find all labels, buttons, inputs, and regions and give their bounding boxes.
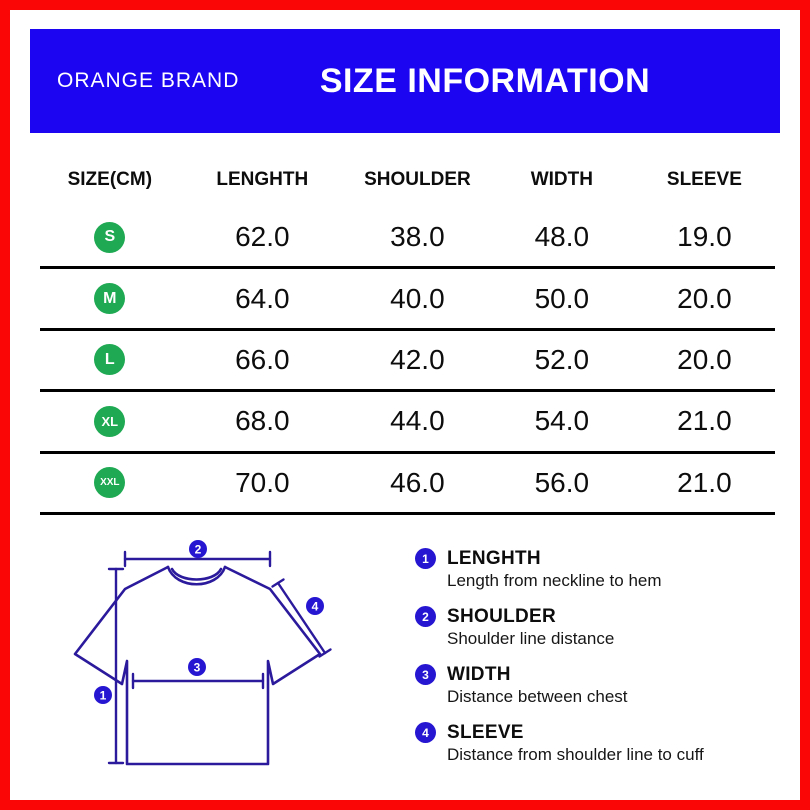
table-row: M 64.0 40.0 50.0 20.0 (40, 269, 775, 331)
cell-shoulder: 42.0 (390, 343, 445, 375)
legend-badge-3: 3 (415, 664, 436, 685)
size-badge-l: L (94, 344, 126, 376)
cell-length: 66.0 (235, 343, 290, 375)
table-row: S 62.0 38.0 48.0 19.0 (40, 208, 775, 270)
cell-shoulder: 46.0 (390, 466, 445, 498)
legend-badge-1: 1 (415, 548, 436, 569)
marker-number-3: 3 (194, 661, 201, 675)
size-badge-m: M (94, 283, 126, 315)
brand-name: ORANGE BRAND (57, 69, 240, 92)
table-header-row: SIZE(CM) LENGHTH SHOULDER WIDTH SLEEVE (40, 152, 775, 208)
column-header-length: LENGHTH (216, 169, 309, 190)
cell-width: 50.0 (534, 282, 590, 314)
cell-shoulder: 40.0 (390, 282, 445, 314)
tshirt-diagram-svg: 1 2 3 4 (73, 540, 332, 766)
legend-item-shoulder: 2 SHOULDER Shoulder line distance (415, 605, 785, 650)
column-header-shoulder: SHOULDER (364, 169, 471, 190)
legend-title-width: WIDTH (447, 664, 511, 685)
legend-badge-2: 2 (415, 606, 436, 627)
legend-desc-length: Length from neckline to hem (447, 571, 662, 590)
table-row: XXL 70.0 46.0 56.0 21.0 (40, 454, 775, 515)
cell-width: 48.0 (534, 221, 590, 253)
cell-length: 62.0 (235, 221, 290, 253)
cell-width: 56.0 (534, 466, 590, 498)
cell-shoulder: 44.0 (390, 405, 445, 437)
size-badge-s: S (94, 221, 126, 253)
cell-width: 52.0 (534, 343, 590, 375)
marker-badge-2 (189, 540, 207, 558)
cell-sleeve: 19.0 (677, 221, 732, 253)
tshirt-collar-inner (170, 567, 223, 581)
cell-length: 68.0 (235, 405, 290, 437)
cell-sleeve: 21.0 (677, 466, 732, 498)
legend-title-shoulder: SHOULDER (447, 606, 557, 627)
column-header-sleeve: SLEEVE (666, 169, 742, 190)
legend-item-width: 3 WIDTH Distance between chest (415, 663, 785, 708)
measure-tick (271, 578, 285, 588)
legend-desc-sleeve: Distance from shoulder line to cuff (447, 745, 704, 764)
tshirt-collar-outer (166, 565, 227, 586)
marker-badge-3 (188, 658, 206, 676)
legend-desc-width: Distance between chest (447, 687, 628, 706)
marker-number-2: 2 (195, 543, 202, 557)
cell-width: 54.0 (534, 405, 590, 437)
cell-length: 70.0 (235, 466, 290, 498)
table-row: L 66.0 42.0 52.0 20.0 (40, 331, 775, 393)
size-table: SIZE(CM) LENGHTH SHOULDER WIDTH SLEEVE S… (40, 152, 775, 515)
measure-tick (318, 648, 332, 658)
legend-title-length: LENGHTH (447, 548, 541, 569)
size-badge-xl: XL (94, 405, 126, 437)
cell-sleeve: 20.0 (677, 282, 732, 314)
marker-number-4: 4 (312, 600, 319, 614)
legend-title-sleeve: SLEEVE (447, 722, 524, 743)
column-header-size: SIZE(CM) (67, 169, 153, 190)
legend-badge-4: 4 (415, 722, 436, 743)
cell-length: 64.0 (235, 282, 290, 314)
legend-desc-shoulder: Shoulder line distance (447, 629, 615, 648)
tshirt-measurement-diagram: 1 2 3 4 (55, 536, 355, 786)
header-banner: ORANGE BRAND SIZE INFORMATION (30, 29, 780, 133)
measure-line-sleeve (276, 581, 327, 655)
tshirt-outline (73, 565, 322, 766)
table-row: XL 68.0 44.0 54.0 21.0 (40, 392, 775, 454)
legend-item-length: 1 LENGHTH Length from neckline to hem (415, 547, 785, 592)
column-header-width: WIDTH (530, 169, 593, 190)
page-title: SIZE INFORMATION (319, 61, 651, 100)
marker-number-1: 1 (100, 689, 107, 703)
marker-badge-1 (94, 686, 112, 704)
cell-sleeve: 21.0 (677, 405, 732, 437)
cell-shoulder: 38.0 (390, 221, 445, 253)
cell-sleeve: 20.0 (677, 343, 732, 375)
marker-badge-4 (306, 597, 324, 615)
size-badge-xxl: XXL (94, 467, 126, 499)
legend-item-sleeve: 4 SLEEVE Distance from shoulder line to … (415, 721, 785, 766)
measurement-legend: 1 LENGHTH Length from neckline to hem 2 … (415, 547, 785, 766)
